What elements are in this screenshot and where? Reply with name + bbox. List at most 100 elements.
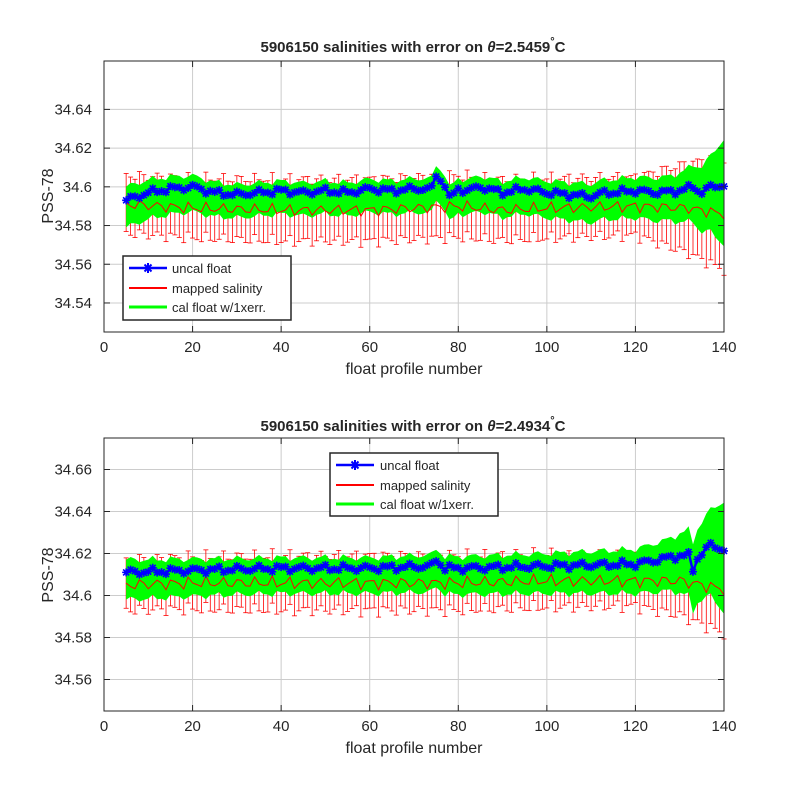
uncal-marker <box>423 183 432 192</box>
title-unit: C <box>555 418 566 435</box>
uncal-marker <box>445 191 454 200</box>
x-tick-label: 140 <box>711 339 736 356</box>
uncal-marker <box>697 190 706 199</box>
y-tick-label: 34.58 <box>54 630 92 647</box>
uncal-marker <box>250 564 259 573</box>
x-tick-label: 140 <box>711 718 736 735</box>
y-axis-label-1: PSS-78 <box>40 168 57 223</box>
uncal-marker <box>135 570 144 579</box>
uncal-marker <box>325 189 334 198</box>
uncal-marker <box>520 185 529 194</box>
x-ticks-1: 0 20 40 60 80 100 120 140 <box>100 61 737 356</box>
chart-title-1: 5906150 salinities with error on θ=2.545… <box>260 36 565 56</box>
uncal-marker <box>498 191 507 200</box>
uncal-marker <box>259 564 268 573</box>
uncal-marker <box>139 191 148 200</box>
uncal-marker <box>224 566 232 575</box>
uncal-marker <box>201 569 210 578</box>
uncal-marker <box>658 553 666 562</box>
uncal-marker <box>547 564 556 573</box>
title-prefix: 5906150 salinities with error on <box>260 418 487 435</box>
uncal-marker <box>392 566 401 575</box>
uncal-marker <box>290 564 299 573</box>
uncal-marker <box>170 183 179 192</box>
y-tick-label: 34.62 <box>54 140 92 157</box>
theta-symbol: θ <box>487 418 496 435</box>
y-tick-label: 34.64 <box>54 101 92 118</box>
y-ticks-1: 34.54 34.56 34.58 34.6 34.62 34.64 <box>54 101 724 312</box>
uncal-marker <box>662 552 671 561</box>
uncal-marker <box>365 563 374 572</box>
uncal-marker <box>538 562 547 571</box>
uncal-marker <box>312 564 321 573</box>
uncal-marker <box>321 560 330 569</box>
uncal-marker <box>631 189 640 198</box>
uncal-marker <box>210 564 219 573</box>
degree-symbol: ° <box>550 415 554 427</box>
y-tick-label: 34.6 <box>63 588 92 605</box>
uncal-marker <box>441 183 449 192</box>
uncal-marker <box>463 186 472 195</box>
uncal-marker <box>317 186 325 195</box>
uncal-marker <box>622 187 631 196</box>
x-axis-label-1: float profile number <box>346 361 484 378</box>
uncal-marker <box>343 563 352 572</box>
uncal-marker <box>582 193 591 202</box>
uncal-marker <box>308 190 317 199</box>
uncal-marker <box>219 191 228 200</box>
uncal-marker <box>197 185 206 194</box>
y-tick-label: 34.58 <box>54 218 92 235</box>
title-value: =2.4934 <box>496 418 551 435</box>
uncal-marker <box>534 559 542 568</box>
uncal-marker <box>418 186 427 195</box>
uncal-marker <box>286 567 294 576</box>
uncal-marker <box>224 190 232 199</box>
mapped-salinity-line-2 <box>125 572 725 596</box>
subplot-2: 5906150 salinities with error on θ=2.493… <box>40 415 737 757</box>
uncal-marker <box>334 189 343 198</box>
uncal-marker <box>396 186 405 195</box>
uncal-marker <box>286 190 294 199</box>
uncal-marker <box>175 566 184 575</box>
x-tick-label: 40 <box>273 718 290 735</box>
theta-symbol: θ <box>487 39 496 56</box>
legend-uncal-label-1: uncal float <box>172 261 232 276</box>
uncal-marker <box>529 561 538 570</box>
uncal-marker <box>281 185 290 194</box>
uncal-marker <box>644 556 653 565</box>
uncal-marker <box>272 561 281 570</box>
uncal-marker <box>560 560 569 569</box>
uncal-marker <box>237 564 246 573</box>
x-tick-label: 60 <box>361 339 378 356</box>
legend-cal-label-1: cal float w/1xerr. <box>172 300 266 315</box>
uncal-marker <box>427 181 436 190</box>
uncal-marker <box>684 547 693 556</box>
uncal-marker <box>432 172 441 181</box>
uncal-marker <box>454 184 463 193</box>
chart-title-2: 5906150 salinities with error on θ=2.493… <box>260 415 565 435</box>
uncal-marker <box>268 567 277 576</box>
uncal-marker <box>392 189 401 198</box>
mapped-salinity-line-1 <box>125 199 725 220</box>
y-axis-label-2: PSS-78 <box>40 547 57 602</box>
uncal-marker <box>587 563 596 572</box>
uncal-marker <box>613 189 622 198</box>
uncal-marker <box>215 562 224 571</box>
uncal-marker <box>379 184 387 193</box>
cal-float-band-2 <box>126 502 725 614</box>
uncal-marker <box>348 564 356 573</box>
uncal-marker <box>246 566 255 575</box>
uncal-marker <box>210 187 219 196</box>
uncal-marker <box>228 566 237 575</box>
uncal-marker <box>675 186 684 195</box>
uncal-marker <box>480 186 489 195</box>
uncal-marker <box>547 191 556 200</box>
uncal-marker <box>246 191 255 200</box>
uncal-marker <box>139 568 148 577</box>
x-tick-label: 0 <box>100 718 108 735</box>
uncal-marker <box>463 563 472 572</box>
uncal-marker <box>702 543 711 552</box>
uncal-marker <box>201 189 210 198</box>
uncal-marker <box>706 538 715 547</box>
uncal-marker <box>122 196 131 205</box>
